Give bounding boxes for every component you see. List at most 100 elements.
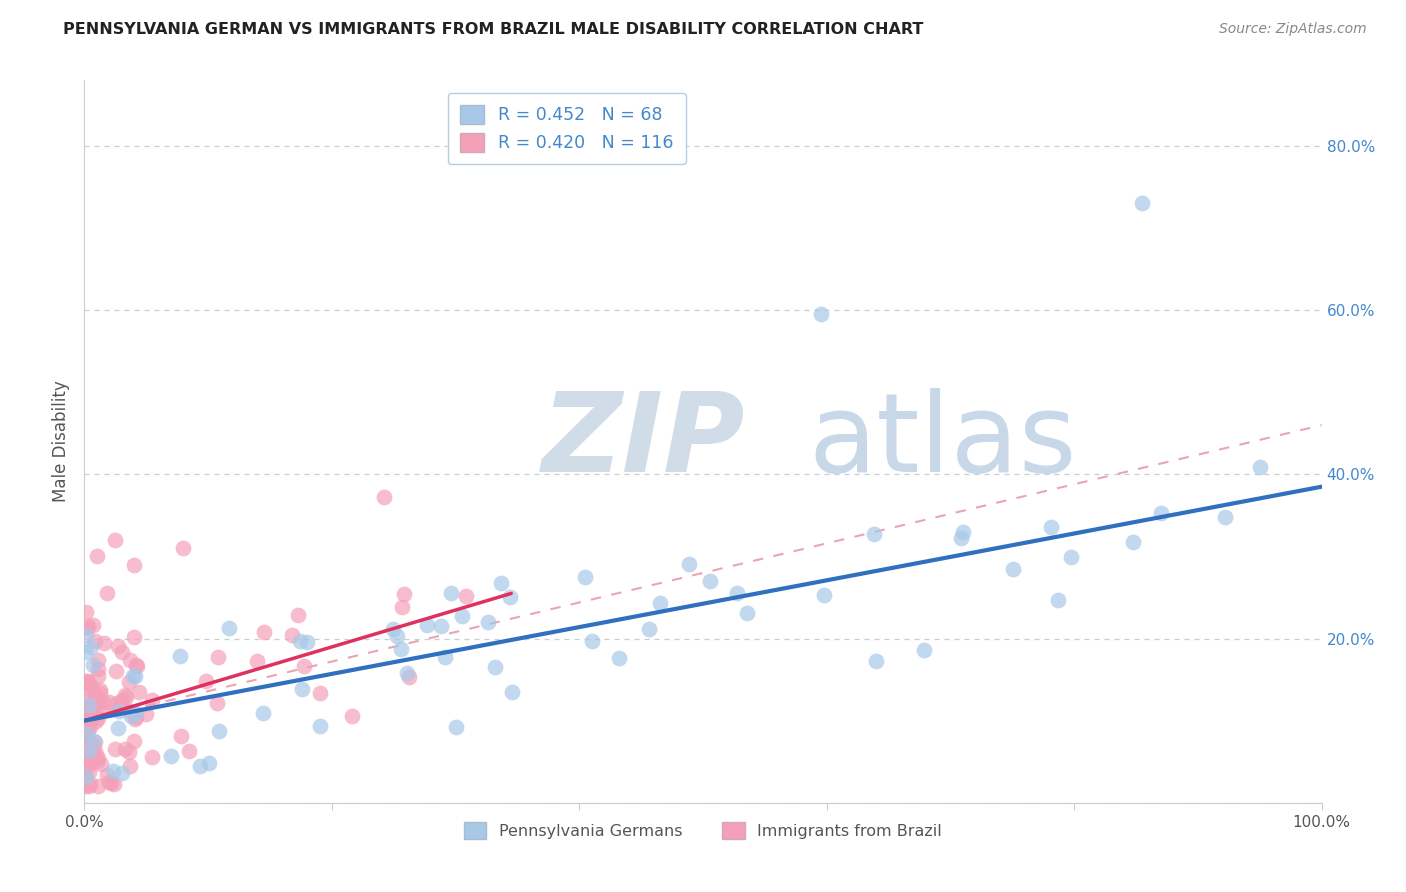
Point — [246, 654, 269, 668]
Point — [79, 704, 101, 718]
Point — [87, 653, 110, 667]
Point — [76, 727, 98, 741]
Point — [114, 688, 136, 702]
Point — [77, 619, 100, 633]
Text: atlas: atlas — [808, 388, 1077, 495]
Point — [394, 587, 416, 601]
Point — [96, 768, 118, 782]
Point — [86, 754, 108, 768]
Point — [398, 670, 420, 684]
Point — [115, 690, 138, 704]
Point — [382, 622, 405, 636]
Point — [499, 591, 522, 605]
Point — [699, 574, 721, 588]
Point — [83, 733, 105, 747]
Point — [125, 706, 148, 720]
Point — [90, 757, 112, 772]
Point — [76, 722, 98, 736]
Point — [79, 743, 101, 757]
Point — [108, 704, 131, 718]
Point — [949, 531, 972, 545]
Point — [810, 307, 832, 321]
Point — [87, 662, 110, 676]
Point — [456, 590, 478, 604]
Point — [105, 697, 128, 711]
Point — [340, 708, 363, 723]
Point — [574, 570, 596, 584]
Point — [218, 621, 240, 635]
Point — [73, 714, 96, 728]
Point — [111, 645, 134, 659]
Point — [86, 693, 108, 707]
Point — [373, 490, 395, 504]
Point — [76, 752, 98, 766]
Point — [208, 723, 231, 738]
Point — [288, 633, 311, 648]
Point — [84, 714, 107, 728]
Point — [725, 586, 748, 600]
Point — [638, 622, 661, 636]
Point — [80, 640, 103, 654]
Point — [86, 711, 108, 725]
Point — [82, 708, 104, 723]
Point — [581, 633, 603, 648]
Point — [124, 669, 146, 683]
Point — [309, 719, 332, 733]
Point — [104, 533, 127, 547]
Point — [76, 675, 98, 690]
Point — [97, 775, 120, 789]
Point — [118, 652, 141, 666]
Point — [80, 713, 103, 727]
Point — [141, 749, 163, 764]
Point — [76, 747, 98, 762]
Point — [172, 541, 194, 556]
Point — [281, 628, 304, 642]
Point — [76, 692, 98, 706]
Point — [75, 753, 97, 767]
Point — [477, 615, 499, 630]
Point — [128, 685, 150, 699]
Point — [117, 745, 139, 759]
Point — [159, 749, 181, 764]
Point — [91, 695, 114, 709]
Point — [124, 712, 146, 726]
Point — [389, 641, 412, 656]
Point — [73, 780, 96, 794]
Point — [124, 630, 146, 644]
Point — [125, 658, 148, 673]
Point — [297, 634, 319, 648]
Point — [87, 695, 110, 709]
Point — [1060, 550, 1083, 565]
Point — [122, 669, 145, 683]
Point — [103, 764, 125, 778]
Point — [86, 751, 108, 765]
Point — [169, 649, 191, 664]
Point — [430, 619, 453, 633]
Point — [118, 675, 141, 690]
Point — [87, 780, 110, 794]
Point — [79, 757, 101, 772]
Point — [125, 710, 148, 724]
Point — [76, 729, 98, 743]
Point — [450, 608, 472, 623]
Point — [86, 549, 108, 564]
Text: Source: ZipAtlas.com: Source: ZipAtlas.com — [1219, 22, 1367, 37]
Point — [79, 780, 101, 794]
Point — [89, 685, 111, 699]
Point — [124, 734, 146, 748]
Point — [76, 716, 98, 731]
Point — [118, 704, 141, 718]
Point — [82, 618, 104, 632]
Point — [76, 621, 98, 635]
Point — [195, 674, 218, 689]
Point — [83, 696, 105, 710]
Point — [111, 693, 134, 707]
Point — [865, 654, 887, 668]
Point — [75, 708, 97, 723]
Point — [75, 674, 97, 689]
Point — [77, 733, 100, 747]
Point — [107, 721, 129, 735]
Point — [73, 774, 96, 789]
Point — [141, 693, 163, 707]
Point — [1046, 593, 1069, 607]
